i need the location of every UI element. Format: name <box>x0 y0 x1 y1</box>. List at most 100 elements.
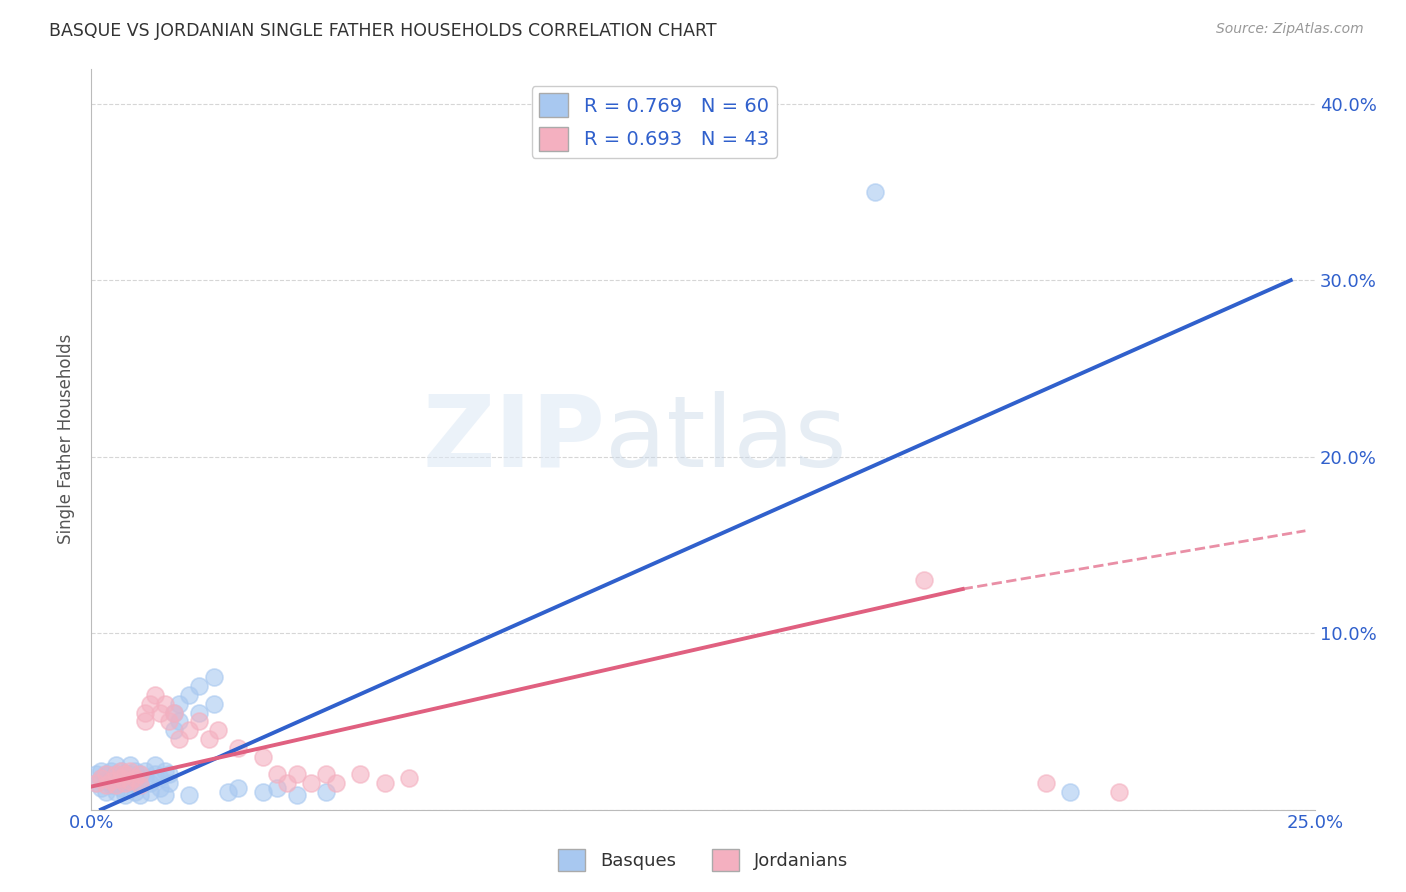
Point <box>90 771 112 785</box>
Point <box>207 723 229 738</box>
Point <box>169 731 191 746</box>
Point <box>349 767 371 781</box>
Point <box>100 774 122 789</box>
Text: atlas: atlas <box>605 391 846 488</box>
Point <box>226 781 249 796</box>
Point <box>217 785 239 799</box>
Point <box>202 697 225 711</box>
Point <box>114 774 136 789</box>
Legend: R = 0.769   N = 60, R = 0.693   N = 43: R = 0.769 N = 60, R = 0.693 N = 43 <box>531 86 778 159</box>
Point <box>202 670 225 684</box>
Point <box>153 789 176 803</box>
Point <box>84 776 107 790</box>
Point <box>84 767 107 781</box>
Point <box>134 771 156 785</box>
Point <box>139 776 162 790</box>
Point <box>163 706 186 720</box>
Point <box>1108 785 1130 799</box>
Point <box>374 776 396 790</box>
Point <box>94 778 117 792</box>
Point <box>104 785 127 799</box>
Point <box>197 731 219 746</box>
Point <box>163 706 186 720</box>
Point <box>187 706 209 720</box>
Point <box>120 767 142 781</box>
Y-axis label: Single Father Households: Single Father Households <box>58 334 75 544</box>
Point <box>252 749 274 764</box>
Point <box>149 781 172 796</box>
Point <box>100 778 122 792</box>
Point <box>110 771 132 785</box>
Point <box>398 771 420 785</box>
Point <box>139 697 162 711</box>
Point <box>120 764 142 778</box>
Point <box>325 776 347 790</box>
Point <box>134 706 156 720</box>
Point <box>276 776 298 790</box>
Text: BASQUE VS JORDANIAN SINGLE FATHER HOUSEHOLDS CORRELATION CHART: BASQUE VS JORDANIAN SINGLE FATHER HOUSEH… <box>49 22 717 40</box>
Point <box>169 714 191 729</box>
Point <box>90 771 112 785</box>
Text: ZIP: ZIP <box>422 391 605 488</box>
Point <box>114 789 136 803</box>
Point <box>187 714 209 729</box>
Point <box>94 774 117 789</box>
Point <box>159 714 181 729</box>
Point <box>912 573 935 587</box>
Point <box>159 767 181 781</box>
Point <box>110 764 132 778</box>
Point <box>114 767 136 781</box>
Point <box>252 785 274 799</box>
Point <box>124 785 146 799</box>
Point <box>153 764 176 778</box>
Point <box>100 771 122 785</box>
Point <box>104 776 127 790</box>
Point <box>315 767 337 781</box>
Point <box>100 764 122 778</box>
Point <box>149 771 172 785</box>
Point <box>863 185 886 199</box>
Point <box>129 767 152 781</box>
Point <box>90 764 112 778</box>
Point <box>120 758 142 772</box>
Point <box>226 740 249 755</box>
Text: Source: ZipAtlas.com: Source: ZipAtlas.com <box>1216 22 1364 37</box>
Point <box>301 776 323 790</box>
Point <box>114 767 136 781</box>
Point <box>149 706 172 720</box>
Point <box>134 764 156 778</box>
Point <box>104 767 127 781</box>
Point <box>129 767 152 781</box>
Point <box>114 776 136 790</box>
Point <box>124 771 146 785</box>
Point <box>90 781 112 796</box>
Point <box>104 778 127 792</box>
Point <box>169 697 191 711</box>
Point <box>139 785 162 799</box>
Point <box>143 767 166 781</box>
Point <box>315 785 337 799</box>
Point <box>129 789 152 803</box>
Point <box>153 697 176 711</box>
Point <box>134 714 156 729</box>
Point <box>110 781 132 796</box>
Point <box>177 723 200 738</box>
Point <box>124 771 146 785</box>
Point <box>124 764 146 778</box>
Point <box>104 767 127 781</box>
Legend: Basques, Jordanians: Basques, Jordanians <box>551 842 855 879</box>
Point <box>266 781 288 796</box>
Point <box>129 776 152 790</box>
Point <box>143 688 166 702</box>
Point <box>177 789 200 803</box>
Point <box>94 767 117 781</box>
Point <box>120 776 142 790</box>
Point <box>266 767 288 781</box>
Point <box>285 767 308 781</box>
Point <box>163 723 186 738</box>
Point <box>84 776 107 790</box>
Point <box>1059 785 1081 799</box>
Point <box>177 688 200 702</box>
Point <box>159 776 181 790</box>
Point <box>285 789 308 803</box>
